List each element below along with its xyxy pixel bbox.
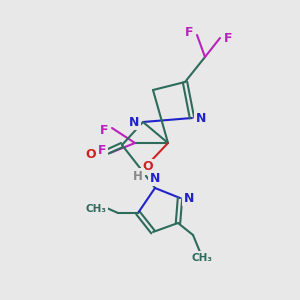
Text: N: N bbox=[150, 172, 160, 184]
Text: H: H bbox=[133, 169, 143, 182]
Text: CH₃: CH₃ bbox=[191, 253, 212, 263]
Text: F: F bbox=[100, 124, 108, 136]
Text: F: F bbox=[185, 26, 193, 38]
Text: N: N bbox=[184, 191, 194, 205]
Text: O: O bbox=[86, 148, 96, 161]
Text: N: N bbox=[129, 116, 139, 128]
Text: CH₃: CH₃ bbox=[85, 204, 106, 214]
Text: O: O bbox=[143, 160, 153, 173]
Text: F: F bbox=[224, 32, 232, 44]
Text: F: F bbox=[98, 145, 106, 158]
Text: N: N bbox=[196, 112, 206, 124]
